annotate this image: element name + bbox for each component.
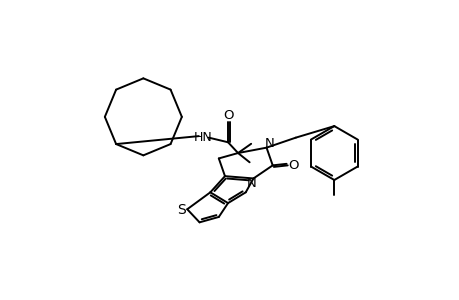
Text: S: S [177,203,186,217]
Text: O: O [222,109,233,122]
Text: N: N [246,177,256,190]
Text: HN: HN [194,131,213,144]
Text: O: O [288,159,298,172]
Text: N: N [264,137,274,150]
